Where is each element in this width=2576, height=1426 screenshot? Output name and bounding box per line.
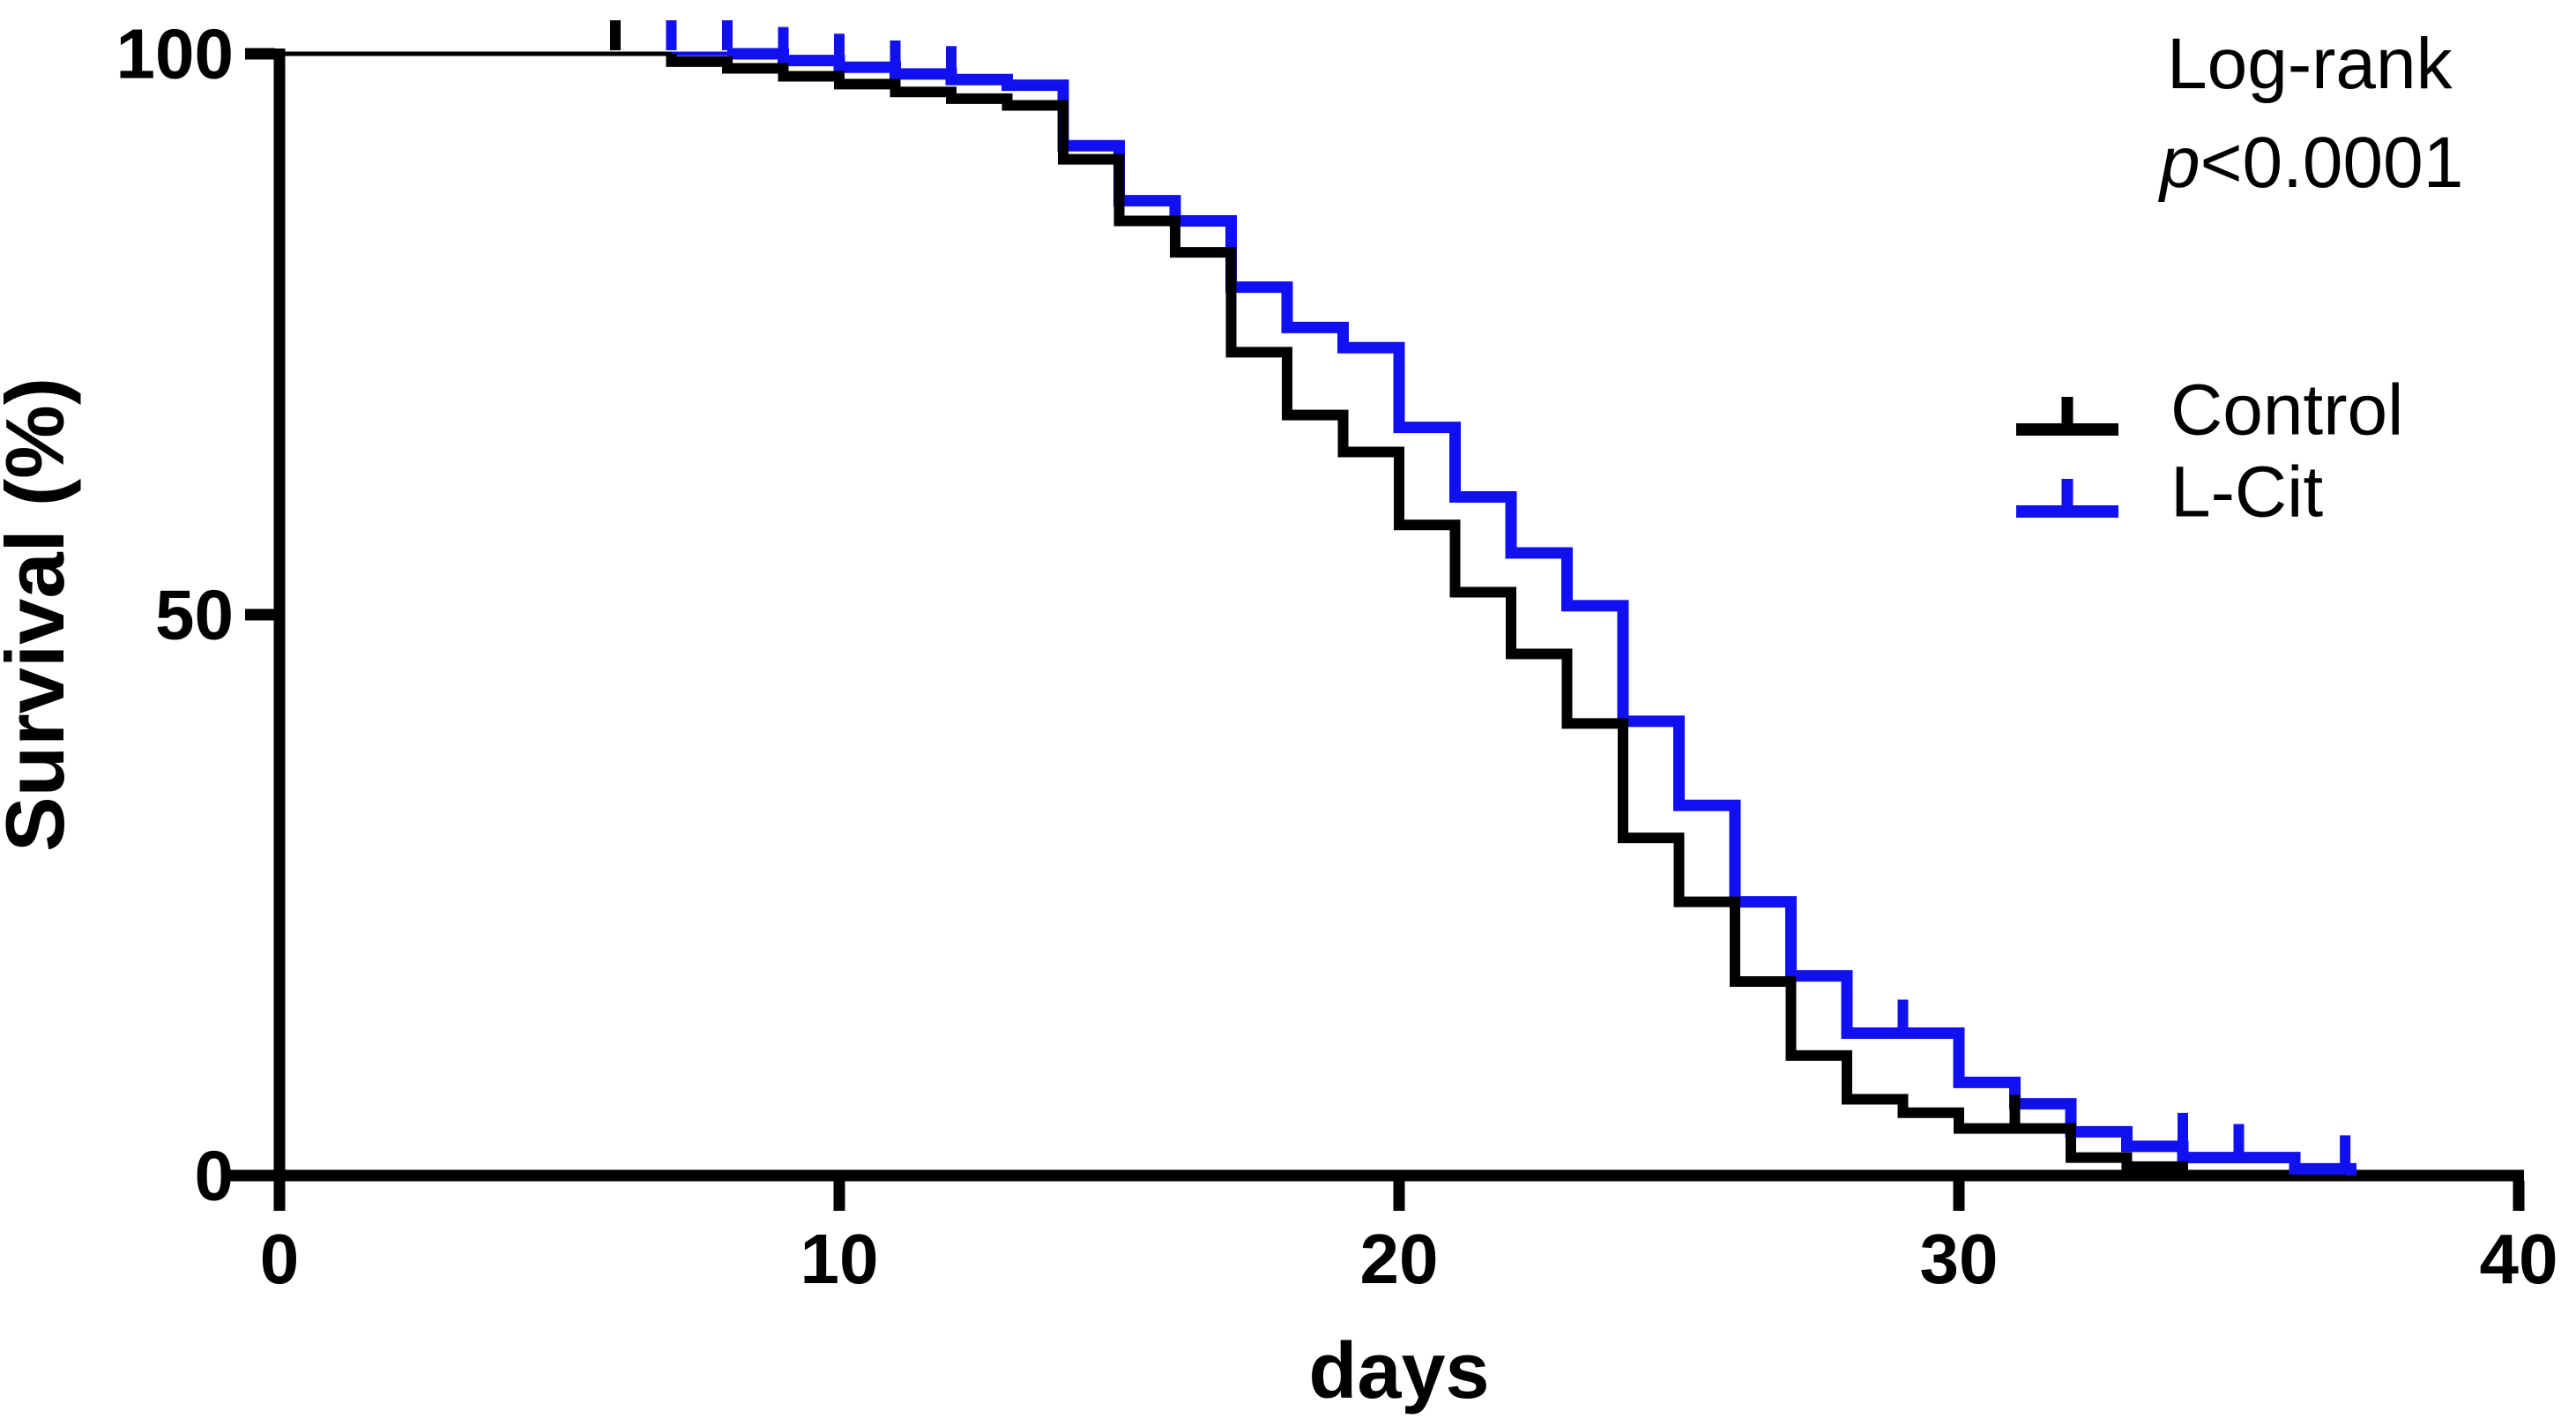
y-tick-label: 100 xyxy=(116,15,234,93)
legend-label-control: Control xyxy=(2170,370,2403,451)
y-axis-title: Survival (%) xyxy=(0,377,81,852)
y-tick-label: 0 xyxy=(195,1137,235,1215)
legend-item-lcit: L-Cit xyxy=(2016,452,2323,533)
x-axis-ticks: 0 10 20 30 40 xyxy=(260,1181,2558,1298)
x-tick-label: 10 xyxy=(800,1220,879,1298)
km-steps-control xyxy=(666,54,2188,1176)
axes xyxy=(222,49,2524,1182)
km-curves xyxy=(279,20,2356,1176)
legend-label-lcit: L-Cit xyxy=(2170,452,2323,533)
x-tick-label: 30 xyxy=(1920,1220,1999,1298)
logrank-annotation: Log-rank p<0.0001 xyxy=(2157,24,2463,203)
legend-item-control: Control xyxy=(2016,370,2403,451)
y-axis-ticks: 0 50 100 xyxy=(116,15,275,1215)
km-curve-control xyxy=(279,20,2188,1176)
km-curve-l-cit xyxy=(279,20,2356,1176)
y-tick-label: 50 xyxy=(155,576,234,654)
p-value-text: p<0.0001 xyxy=(2157,123,2463,203)
km-steps-l-cit xyxy=(727,48,2356,1176)
x-tick-label: 40 xyxy=(2480,1220,2558,1298)
x-tick-label: 20 xyxy=(1360,1220,1439,1298)
logrank-label: Log-rank xyxy=(2167,24,2453,104)
x-tick-label: 0 xyxy=(260,1220,300,1298)
x-axis-title: days xyxy=(1308,1327,1489,1415)
legend: Control L-Cit xyxy=(2016,370,2403,533)
